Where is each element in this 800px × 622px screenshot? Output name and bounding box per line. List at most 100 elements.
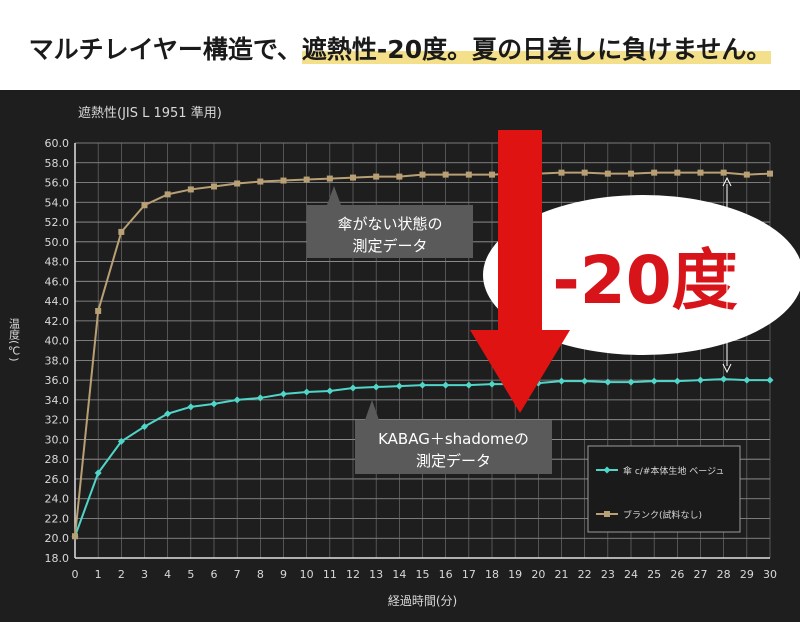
y-tick-label: 28.0 <box>45 453 70 466</box>
x-tick-label: 13 <box>369 568 383 581</box>
diff-label: -20度 <box>552 242 737 319</box>
data-point <box>767 170 773 177</box>
y-tick-label: 18.0 <box>45 552 70 565</box>
data-point <box>674 169 681 176</box>
data-point <box>326 175 333 182</box>
data-point <box>720 375 728 383</box>
x-tick-label: 12 <box>346 568 360 581</box>
data-point <box>720 169 727 176</box>
data-point <box>558 377 565 385</box>
data-point <box>118 228 125 235</box>
data-point <box>697 376 704 384</box>
x-tick-label: 15 <box>416 568 430 581</box>
data-point <box>349 384 357 392</box>
x-tick-label: 14 <box>392 568 406 581</box>
y-tick-label: 56.0 <box>45 177 70 190</box>
callout-box <box>355 420 552 474</box>
y-tick-label: 34.0 <box>45 394 70 407</box>
x-tick-label: 25 <box>647 568 661 581</box>
y-tick-label: 24.0 <box>45 493 70 506</box>
data-point <box>303 388 311 396</box>
y-tick-label: 26.0 <box>45 473 70 486</box>
x-tick-label: 26 <box>670 568 684 581</box>
data-point <box>650 377 658 385</box>
legend-box <box>587 445 741 533</box>
x-tick-label: 29 <box>740 568 754 581</box>
chart-title: 遮熱性(JIS L 1951 準用) <box>78 105 222 121</box>
headline-part1: マルチレイヤー構造で、 <box>28 35 302 64</box>
data-point <box>488 380 496 388</box>
x-tick-label: 3 <box>141 568 148 581</box>
diff-ellipse <box>483 195 800 355</box>
y-tick-label: 60.0 <box>45 137 70 150</box>
data-point <box>164 191 171 198</box>
x-tick-label: 1 <box>95 568 102 581</box>
y-tick-label: 30.0 <box>45 433 70 446</box>
x-tick-label: 0 <box>72 568 79 581</box>
x-tick-label: 27 <box>694 568 708 581</box>
y-tick-label: 50.0 <box>45 236 70 249</box>
data-point <box>604 378 612 386</box>
data-point <box>581 169 588 176</box>
data-point <box>94 469 102 477</box>
legend-marker <box>603 466 611 474</box>
data-point <box>372 383 380 391</box>
data-point <box>419 381 426 389</box>
legend-label: ブランク(試料なし) <box>623 509 702 521</box>
x-tick-label: 5 <box>187 568 194 581</box>
data-point <box>211 183 217 190</box>
x-axis-label: 経過時間(分) <box>388 594 457 608</box>
callout-text: 測定データ <box>416 452 491 470</box>
diff-arrow-head-bottom <box>722 363 732 374</box>
data-point <box>164 410 172 418</box>
data-point <box>141 423 148 431</box>
y-tick-label: 52.0 <box>45 216 70 229</box>
x-tick-label: 20 <box>531 568 545 581</box>
y-tick-label: 32.0 <box>45 414 70 427</box>
data-point <box>628 170 634 177</box>
data-point <box>234 180 241 187</box>
data-point <box>395 382 403 390</box>
x-tick-label: 4 <box>164 568 171 581</box>
callout-pointer <box>327 186 341 205</box>
y-tick-label: 44.0 <box>45 295 70 308</box>
data-point <box>673 377 681 385</box>
data-point <box>419 171 426 178</box>
legend-label: 傘 c/#本体生地 ベージュ <box>623 465 724 477</box>
data-point <box>627 378 635 386</box>
x-tick-label: 10 <box>300 568 314 581</box>
data-point <box>373 173 380 180</box>
callout-text: KABAG＋shadomeの <box>378 430 529 448</box>
data-point <box>743 171 750 178</box>
data-point <box>95 307 102 314</box>
data-point <box>350 174 356 181</box>
y-tick-label: 42.0 <box>45 315 70 328</box>
data-point <box>396 173 403 180</box>
data-point <box>72 533 78 540</box>
data-point <box>465 381 473 389</box>
x-tick-label: 2 <box>118 568 125 581</box>
x-tick-label: 11 <box>323 568 337 581</box>
x-tick-label: 23 <box>601 568 615 581</box>
callout-text: 傘がない状態の <box>337 215 442 233</box>
data-point <box>117 437 125 445</box>
data-point <box>280 390 287 398</box>
x-tick-label: 18 <box>485 568 499 581</box>
red-down-arrow <box>470 130 570 413</box>
data-point <box>233 396 241 404</box>
data-point <box>465 171 472 178</box>
data-point <box>257 178 264 185</box>
data-point <box>187 186 194 193</box>
legend-marker <box>604 511 610 517</box>
x-tick-label: 21 <box>555 568 569 581</box>
x-tick-label: 17 <box>462 568 476 581</box>
callout-pointer <box>365 400 379 420</box>
data-point <box>326 387 334 395</box>
x-tick-label: 9 <box>280 568 287 581</box>
y-tick-label: 48.0 <box>45 256 70 269</box>
data-point <box>766 376 774 384</box>
data-point <box>280 177 287 184</box>
